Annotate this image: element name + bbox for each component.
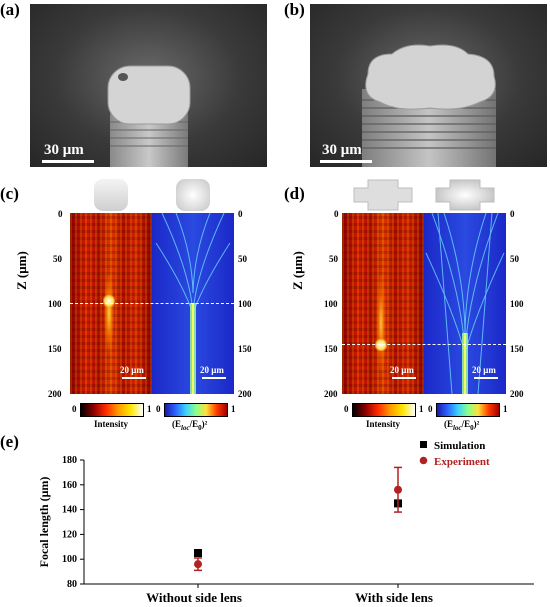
legend-simulation-marker <box>420 441 427 448</box>
z-tick-c-right-0: 0 <box>238 209 243 219</box>
field-map-d: 20 μm <box>424 213 506 394</box>
legend-experiment-label: Experiment <box>434 456 490 468</box>
sem-scalebar-label-a: 30 μm <box>44 142 84 158</box>
z-tick-c-left-200: 200 <box>48 389 62 399</box>
z-tick-c-right-200: 200 <box>238 389 252 399</box>
z-tick-c-left-150: 150 <box>48 344 62 354</box>
map-scalebar-label-c1: 20 μm <box>120 365 144 375</box>
colorbar-field-c <box>164 403 228 417</box>
map-scalebar-c1 <box>122 377 146 379</box>
map-scalebar-label-d2: 20 μm <box>472 365 496 375</box>
z-axis-label-c: Z (μm) <box>14 251 29 290</box>
simulation-point <box>194 549 202 557</box>
y-tick-label: 160 <box>62 480 77 491</box>
panel-label-e: (e) <box>0 432 19 451</box>
y-axis-label: Focal length (μm) <box>37 477 51 568</box>
focus-line-d <box>342 344 506 345</box>
z-tick-c-right-150: 150 <box>238 344 252 354</box>
z-tick-d-right-0: 0 <box>510 209 515 219</box>
z-tick-d-right-100: 100 <box>510 299 524 309</box>
cb-field-label-c: (Eloc/E0)² <box>172 419 208 432</box>
cb-intensity-max-c: 1 <box>147 404 152 414</box>
z-tick-d-left-200: 200 <box>324 389 338 399</box>
z-tick-d-left-150: 150 <box>324 344 338 354</box>
map-scalebar-label-d1: 20 μm <box>390 365 414 375</box>
z-tick-d-right-50: 50 <box>510 254 519 264</box>
panel-label-b: (b) <box>284 0 305 19</box>
sem-image-a: 30 μm <box>30 4 267 167</box>
y-tick-label: 140 <box>62 505 77 516</box>
lens-profile-simple-sim-icon <box>176 179 210 211</box>
panel-label-c: (c) <box>0 184 19 203</box>
cb-field-max-d: 1 <box>503 404 508 414</box>
cb-field-min-d: 0 <box>428 404 433 414</box>
cb-field-max-c: 1 <box>231 404 236 414</box>
z-tick-d-left-100: 100 <box>324 299 338 309</box>
cb-intensity-max-d: 1 <box>419 404 424 414</box>
sem-scalebar-b <box>320 160 372 163</box>
cb-intensity-min-c: 0 <box>72 404 77 414</box>
z-tick-c-right-50: 50 <box>238 254 247 264</box>
legend-experiment-marker <box>419 456 428 465</box>
cb-intensity-label-c: Intensity <box>94 419 129 429</box>
lens-profile-simple-icon <box>94 179 128 211</box>
map-scalebar-c2 <box>202 377 226 379</box>
map-scalebar-d2 <box>474 377 498 379</box>
legend-simulation-label: Simulation <box>434 440 485 452</box>
focal-length-chart: 80 100 120 140 160 180 Without side lens With … <box>37 440 534 605</box>
cb-intensity-min-d: 0 <box>344 404 349 414</box>
experiment-point <box>394 485 402 494</box>
z-tick-d-right-200: 200 <box>510 389 524 399</box>
panel-label-d: (d) <box>284 184 305 203</box>
z-tick-d-right-150: 150 <box>510 344 524 354</box>
cb-intensity-label-d: Intensity <box>366 419 401 429</box>
sem-image-b: 30 μm <box>310 4 547 167</box>
focus-line-c <box>70 303 234 304</box>
z-tick-c-left-50: 50 <box>53 254 62 264</box>
sem-scalebar-label-b: 30 μm <box>322 142 362 158</box>
y-tick-label: 120 <box>62 529 77 540</box>
z-tick-c-left-100: 100 <box>48 299 62 309</box>
map-scalebar-label-c2: 20 μm <box>200 365 224 375</box>
y-tick-label: 80 <box>67 579 77 590</box>
x-category-label: With side lens <box>355 590 433 605</box>
colorbar-intensity-d <box>352 403 416 417</box>
map-scalebar-d1 <box>392 377 416 379</box>
cb-field-min-c: 0 <box>156 404 161 414</box>
z-tick-d-left-0: 0 <box>334 209 339 219</box>
lens-profile-side-sim-icon <box>435 179 495 211</box>
z-tick-d-left-50: 50 <box>329 254 338 264</box>
lens-profile-side-icon <box>353 179 413 211</box>
y-tick-label: 100 <box>62 554 77 565</box>
colorbar-intensity-c <box>80 403 144 417</box>
y-tick-label: 180 <box>62 455 77 466</box>
z-tick-c-left-0: 0 <box>58 209 63 219</box>
intensity-map-d: 20 μm <box>342 213 424 394</box>
x-category-label: Without side lens <box>146 590 242 605</box>
colorbar-field-d <box>436 403 500 417</box>
cb-field-label-d: (Eloc/E0)² <box>444 419 480 432</box>
z-tick-c-right-100: 100 <box>238 299 252 309</box>
z-axis-label-d: Z (μm) <box>290 251 305 290</box>
experiment-point <box>194 560 202 569</box>
sem-scalebar-a <box>42 160 94 163</box>
panel-label-a: (a) <box>0 0 20 19</box>
